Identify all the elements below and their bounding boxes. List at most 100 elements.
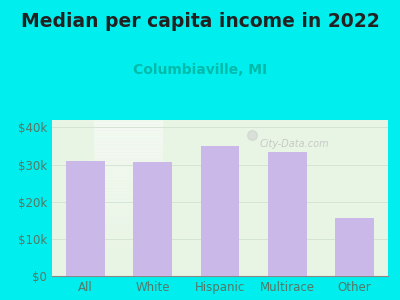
Bar: [94, 238, 162, 240]
Bar: [94, 148, 162, 150]
Bar: [94, 201, 162, 203]
Bar: [94, 179, 162, 181]
Bar: [94, 274, 162, 276]
Bar: [94, 120, 162, 122]
Bar: [94, 131, 162, 133]
Bar: [94, 259, 162, 260]
Bar: [94, 170, 162, 172]
Bar: [94, 126, 162, 128]
Bar: [94, 143, 162, 145]
Bar: [94, 220, 162, 221]
Bar: [94, 204, 162, 206]
Text: Median per capita income in 2022: Median per capita income in 2022: [21, 12, 379, 31]
Bar: [94, 153, 162, 154]
Bar: [94, 250, 162, 251]
Bar: [94, 224, 162, 226]
Bar: [94, 212, 162, 214]
Bar: [94, 256, 162, 257]
Bar: [94, 221, 162, 223]
Bar: [94, 134, 162, 136]
Bar: [94, 268, 162, 270]
Bar: [94, 209, 162, 211]
Bar: [268, 152, 307, 276]
Bar: [200, 146, 240, 276]
Bar: [94, 263, 162, 265]
Text: Columbiaville, MI: Columbiaville, MI: [133, 63, 267, 77]
Bar: [94, 260, 162, 262]
Bar: [94, 139, 162, 140]
Bar: [94, 246, 162, 248]
Bar: [94, 173, 162, 175]
Bar: [94, 254, 162, 256]
Bar: [94, 123, 162, 125]
Bar: [94, 198, 162, 200]
Bar: [335, 218, 374, 276]
Bar: [94, 232, 162, 234]
Bar: [94, 167, 162, 168]
Bar: [94, 242, 162, 243]
Bar: [94, 129, 162, 131]
Bar: [94, 125, 162, 126]
Bar: [94, 164, 162, 165]
Bar: [94, 162, 162, 164]
Bar: [94, 128, 162, 129]
Bar: [94, 229, 162, 231]
Bar: [94, 154, 162, 156]
Bar: [94, 218, 162, 220]
Text: City-Data.com: City-Data.com: [259, 139, 329, 149]
Bar: [94, 214, 162, 215]
Bar: [94, 178, 162, 179]
Bar: [94, 159, 162, 160]
Bar: [94, 136, 162, 137]
Bar: [94, 251, 162, 253]
Bar: [94, 175, 162, 176]
Bar: [94, 231, 162, 232]
Bar: [133, 162, 172, 276]
Bar: [94, 207, 162, 209]
Bar: [94, 187, 162, 189]
Bar: [94, 122, 162, 123]
Bar: [94, 215, 162, 217]
Bar: [94, 270, 162, 271]
Bar: [94, 184, 162, 185]
Bar: [66, 161, 105, 276]
Bar: [94, 257, 162, 259]
Bar: [94, 243, 162, 245]
Bar: [94, 158, 162, 159]
Bar: [94, 196, 162, 198]
Bar: [94, 273, 162, 274]
Bar: [94, 165, 162, 167]
Bar: [94, 182, 162, 184]
Bar: [94, 156, 162, 158]
Bar: [94, 271, 162, 273]
Bar: [94, 262, 162, 263]
Bar: [94, 150, 162, 151]
Bar: [94, 267, 162, 268]
Bar: [94, 200, 162, 201]
Bar: [94, 248, 162, 250]
Bar: [94, 236, 162, 237]
Bar: [94, 145, 162, 146]
Bar: [94, 185, 162, 187]
Bar: [94, 176, 162, 178]
Bar: [94, 133, 162, 134]
Bar: [94, 206, 162, 207]
Bar: [94, 195, 162, 196]
Bar: [94, 245, 162, 246]
Bar: [94, 151, 162, 153]
Bar: [94, 237, 162, 238]
Bar: [94, 146, 162, 148]
Bar: [94, 223, 162, 224]
Bar: [94, 265, 162, 267]
Bar: [94, 193, 162, 195]
Bar: [94, 192, 162, 193]
Bar: [94, 160, 162, 162]
Bar: [94, 240, 162, 242]
Bar: [94, 137, 162, 139]
Bar: [94, 140, 162, 142]
Bar: [94, 253, 162, 254]
Bar: [94, 203, 162, 204]
Bar: [94, 168, 162, 170]
Bar: [94, 228, 162, 229]
Bar: [94, 234, 162, 236]
